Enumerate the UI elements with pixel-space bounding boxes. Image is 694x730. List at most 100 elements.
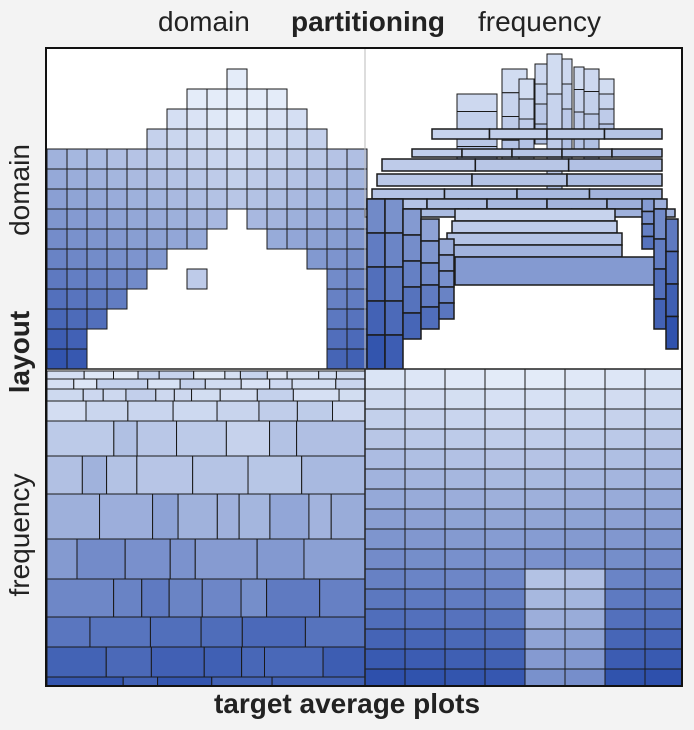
partition-block [583, 91, 600, 115]
grid-cell [346, 348, 368, 370]
grid-cell [444, 608, 486, 630]
strip-cell [127, 400, 174, 422]
grid-cell [564, 508, 606, 530]
grid-cell [364, 668, 406, 685]
grid-cell [246, 148, 268, 170]
partition-block [384, 300, 404, 336]
partition-block [438, 302, 455, 320]
partition-layer [471, 173, 568, 187]
grid-cell [206, 208, 228, 230]
grid-cell [226, 188, 248, 210]
grid-cell [126, 208, 148, 230]
strip-cell [258, 400, 298, 422]
strip-cell [157, 676, 213, 685]
grid-cell [524, 488, 566, 510]
grid-cell [364, 548, 406, 570]
strip-cell [124, 538, 171, 580]
grid-cell [186, 228, 208, 250]
grid-cell [166, 108, 188, 130]
grid-cell [226, 68, 248, 90]
partition-block [665, 283, 679, 318]
strip-cell [269, 493, 310, 540]
grid-cell [47, 148, 68, 170]
grid-cell [364, 588, 406, 610]
strip-cell [76, 538, 126, 580]
grid-cell [604, 628, 646, 650]
grid-cell [86, 248, 108, 270]
grid-cell [404, 488, 446, 510]
grid-cell [564, 608, 606, 630]
grid-cell [644, 548, 681, 570]
strip-cell [137, 370, 160, 380]
partition-block [402, 208, 422, 236]
grid-cell [604, 388, 646, 410]
grid-cell [604, 648, 646, 670]
grid-cell [146, 248, 168, 270]
grid-cell [364, 488, 406, 510]
strip-cell [155, 388, 175, 402]
grid-cell [444, 428, 486, 450]
grid-cell [524, 448, 566, 470]
strip-cell [173, 388, 193, 402]
grid-cell [186, 148, 208, 170]
grid-cell [266, 228, 288, 250]
grid-cell [484, 608, 526, 630]
grid-cell [524, 408, 566, 430]
grid-cell [286, 108, 308, 130]
grid-cell [246, 128, 268, 150]
grid-cell [346, 168, 368, 190]
grid-cell [266, 128, 288, 150]
strip-cell [330, 493, 366, 540]
grid-cell [444, 368, 486, 390]
grid-cell [604, 668, 646, 685]
grid-cell [644, 428, 681, 450]
strip-cell [322, 646, 366, 678]
grid-cell [346, 268, 368, 290]
grid-cell [306, 188, 328, 210]
grid-cell [186, 208, 208, 230]
grid-cell [326, 328, 348, 350]
strip-cell [147, 378, 181, 390]
grid-cell [346, 308, 368, 330]
grid-cell [246, 188, 268, 210]
column-header-frequency: frequency [478, 6, 601, 37]
grid-cell [286, 148, 308, 170]
grid-cell [404, 608, 446, 630]
grid-cell [66, 348, 88, 370]
partition-block [641, 223, 655, 238]
grid-cell [166, 128, 188, 150]
strip-cell [177, 493, 218, 540]
grid-cell [206, 88, 228, 110]
partition-layer [566, 173, 663, 187]
partition-block [384, 232, 404, 268]
grid-cell [66, 208, 88, 230]
grid-cell [47, 288, 68, 310]
strip-cell [335, 370, 366, 380]
grid-cell [106, 288, 128, 310]
partition-block [665, 250, 679, 285]
strip-cell [47, 378, 75, 390]
strip-cell [99, 493, 154, 540]
partition-layer [603, 128, 663, 140]
grid-cell [364, 428, 406, 450]
grid-cell [66, 308, 88, 330]
partition-layer [546, 198, 608, 210]
partition-block [438, 270, 455, 288]
grid-cell [524, 388, 566, 410]
grid-cell [306, 128, 328, 150]
grid-cell [564, 568, 606, 590]
grid-cell [564, 408, 606, 430]
grid-cell [364, 408, 406, 430]
strip-cell [241, 646, 266, 678]
grid-cell [484, 588, 526, 610]
grid-cell [246, 108, 268, 130]
grid-cell [524, 528, 566, 550]
strip-cell [47, 616, 91, 648]
grid-cell [66, 248, 88, 270]
grid-cell [404, 528, 446, 550]
strip-cell [47, 578, 115, 618]
grid-cell [444, 588, 486, 610]
grid-cell [266, 108, 288, 130]
grid-cell [404, 468, 446, 490]
grid-cell [47, 328, 68, 350]
